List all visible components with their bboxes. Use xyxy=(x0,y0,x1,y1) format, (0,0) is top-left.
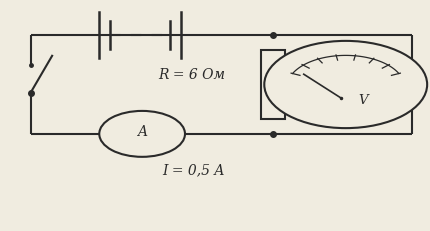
Circle shape xyxy=(264,41,427,128)
Text: V: V xyxy=(358,94,368,107)
Bar xyxy=(261,50,285,119)
Circle shape xyxy=(99,111,185,157)
Text: I = 0,5 A: I = 0,5 A xyxy=(163,164,225,178)
Text: R = 6 Ом: R = 6 Ом xyxy=(158,68,225,82)
Text: A: A xyxy=(137,125,147,139)
